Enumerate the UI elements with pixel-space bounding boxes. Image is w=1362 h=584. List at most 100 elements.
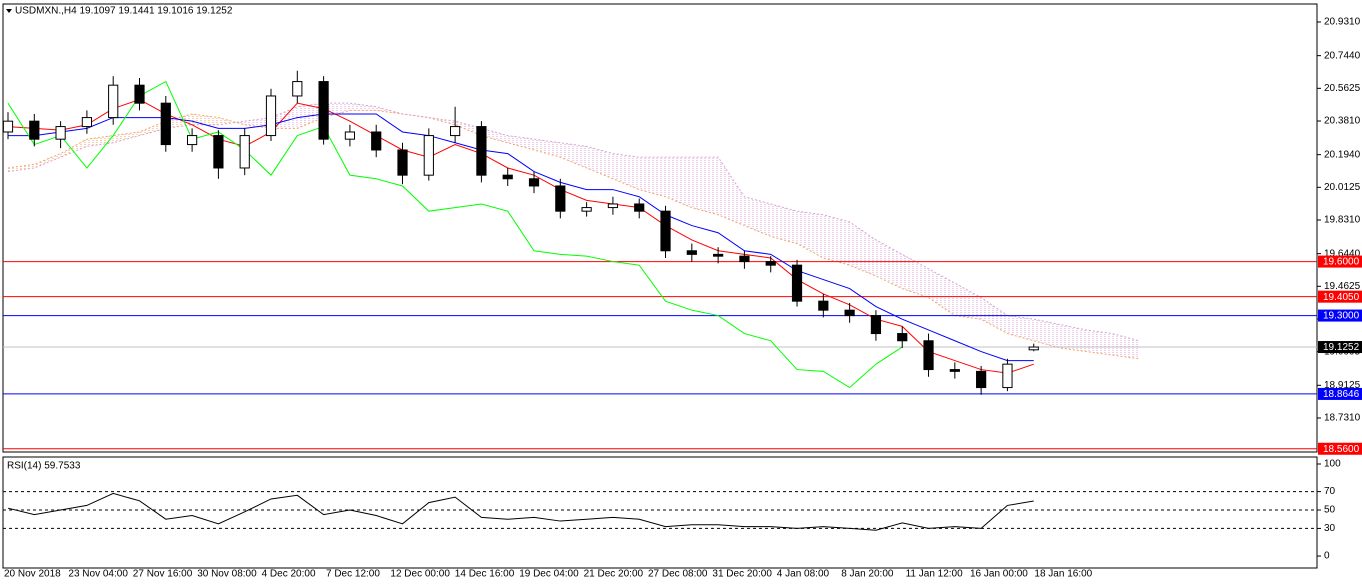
cloud-segment [902,254,929,298]
y-tick-label: 0 [1324,551,1330,562]
candle-body [713,253,724,257]
y-tick-label: 20.1940 [1324,149,1361,160]
y-tick-label: 70 [1324,486,1336,497]
candle-body [344,131,356,140]
candle-body [55,126,66,140]
cloud-segment [1033,319,1061,348]
cloud-segment [639,157,666,197]
rsi-line [7,492,1034,531]
x-tick-label: 27 Nov 16:00 [133,569,193,580]
cloud-segment [455,121,482,136]
y-tick-label: 20.9310 [1324,17,1361,28]
y-tick-label: 30 [1324,523,1336,534]
level-label: 19.1252 [1323,342,1360,353]
level-box [1318,341,1362,354]
x-tick-label: 7 Dec 12:00 [326,569,380,580]
cloud-segment [875,239,903,289]
candle-body [292,81,303,97]
candle-body [265,95,277,137]
y-tick-label: 19.6440 [1324,248,1361,259]
candle-body [528,178,540,187]
candle-body [318,81,329,140]
candle-body [397,149,408,176]
cloud-segment [481,128,508,143]
cloud-segment [534,139,561,158]
candle-body [108,84,119,119]
y-tick-label: 20.3810 [1324,116,1361,127]
cloud-segment [7,164,35,172]
rsi-title: RSI(14) 59.7533 [7,461,81,472]
candle-body [949,369,960,372]
level-box [1318,255,1362,268]
candle-body [134,84,145,104]
y-tick-label: 18.7310 [1324,413,1361,424]
x-tick-label: 8 Jan 20:00 [841,569,894,580]
cloud-segment [507,135,535,150]
cloud-segment [718,157,745,226]
x-tick-label: 31 Dec 20:00 [712,569,772,580]
candle-body [476,126,487,176]
candle-body [976,370,987,389]
candle-body [791,264,803,302]
cloud-segment [1086,329,1113,356]
x-tick-label: 4 Jan 08:00 [777,569,830,580]
cloud-segment [1060,324,1087,352]
cloud-segment [560,142,587,168]
candle-body [81,117,93,128]
level-box [1318,442,1362,455]
level-label: 18.5600 [1323,444,1360,455]
cloud-segment [1112,333,1139,359]
x-tick-label: 14 Dec 16:00 [455,569,515,580]
x-tick-label: 12 Dec 00:00 [390,569,450,580]
candle-body [239,135,250,169]
level-box [1318,309,1362,322]
cloud-segment [113,131,140,143]
candle-body [897,333,908,342]
cloud-segment [60,139,87,158]
level-label: 18.8646 [1323,389,1360,400]
candle-body [1028,346,1039,351]
level-box [1318,387,1362,400]
candle-body [844,309,855,317]
candle-body [870,315,882,335]
y-tick-label: 20.0125 [1324,182,1361,193]
x-tick-label: 19 Dec 04:00 [519,569,579,580]
y-tick-label: 19.4625 [1324,281,1361,292]
x-tick-label: 16 Jan 00:00 [970,569,1028,580]
level-box [1318,290,1362,303]
x-tick-label: 21 Dec 20:00 [584,569,644,580]
candle-body [502,174,513,180]
candle-body [581,207,592,212]
candle-body [2,120,14,133]
y-tick-label: 100 [1324,459,1341,470]
y-tick-label: 50 [1324,505,1336,516]
cloud-segment [691,157,719,215]
cloud-segment [86,135,114,147]
y-tick-label: 20.5625 [1324,83,1361,94]
cloud-segment [849,221,876,276]
chart-title: USDMXN.,H4 19.1097 19.1441 19.1016 19.12… [15,6,233,17]
rsi-pane [2,456,1318,569]
candle-body [818,300,829,311]
x-tick-label: 11 Jan 12:00 [906,569,964,580]
x-tick-label: 18 Jan 16:00 [1034,569,1092,580]
collapse-arrow[interactable] [6,9,12,13]
candle-body [686,250,697,255]
indicator-line [7,113,1034,362]
main-pane [2,3,1318,453]
candle-body [660,210,671,252]
level-label: 19.3000 [1323,311,1360,322]
x-tick-label: 20 Nov 2018 [4,569,61,580]
cloud-segment [928,268,955,316]
candle-body [160,102,171,146]
x-tick-label: 27 Dec 08:00 [648,569,708,580]
cloud-segment [1007,315,1034,341]
candle-body [29,120,40,140]
y-tick-label: 19.8310 [1324,215,1361,226]
cloud-segment [797,211,824,258]
cloud-segment [770,203,798,244]
candle-body [923,340,934,371]
candle-body [555,185,566,212]
candle-body [765,261,776,266]
